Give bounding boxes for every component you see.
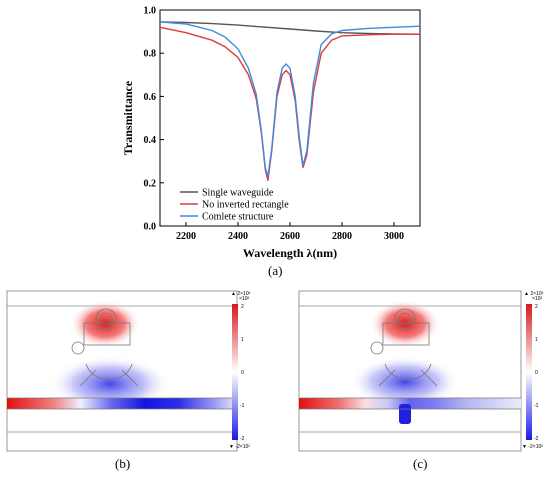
colorbar-c: [526, 304, 532, 440]
colorbar-tick-c-1: 1: [535, 337, 538, 343]
colorbar-tick-b-4: -2: [240, 436, 245, 442]
inverted-rectangle-field: [399, 404, 411, 424]
plot-frame: [159, 9, 421, 227]
colorbar-tick-b-2: 0: [241, 370, 244, 376]
colorbar-tick-b-3: -1: [240, 403, 245, 409]
y-tick-label: 0.8: [144, 49, 157, 60]
colorbar-top-label-c: ▲ 2×10²: [524, 291, 544, 297]
legend-label-3: Comlete structure: [202, 212, 274, 223]
panel-label-a: (a): [268, 263, 283, 278]
waveguide-field-c: [299, 398, 521, 409]
colorbar-bottom-label-c: ▼ -2×10²: [522, 444, 543, 450]
x-tick-label: 2600: [280, 231, 300, 242]
transmittance-chart: 2200 2400 2600 2800 3000 0.0 0.2 0.4 0.6 0.8 1.0 Wa…: [121, 6, 421, 260]
waveguide-field: [7, 398, 237, 409]
legend-label-2: No inverted rectangle: [202, 200, 289, 211]
structure-outline-c: [299, 308, 521, 410]
field-map-c: ▲ 2×10² ×10² 2 1 0 -1 -2 ▼ -2×10²: [298, 290, 544, 452]
series-line-1: [159, 21, 421, 35]
colorbar-tick-c-4: -2: [534, 436, 539, 442]
colorbar-tick-c-3: -1: [534, 403, 539, 409]
panel-label-c: (c): [413, 456, 428, 471]
field-map-b: ▲ 2×10² ×10² 2 1 0 -1 -2 ▼ -2×10²: [6, 290, 251, 452]
colorbar-tick-c-0: 2: [535, 304, 538, 310]
field-hotspot-red-c: [370, 300, 440, 348]
colorbar-unit-label-c: ×10²: [532, 296, 542, 302]
x-tick-label: 2400: [228, 231, 248, 242]
field-hotspot-red: [70, 300, 140, 348]
structure-outline: [7, 308, 237, 410]
y-tick-label: 0.2: [144, 178, 157, 189]
x-tick-label: 2800: [332, 231, 352, 242]
y-tick-label: 0.6: [144, 92, 157, 103]
colorbar-tick-c-2: 0: [535, 370, 538, 376]
x-axis-title: Wavelength λ(nm): [243, 246, 337, 260]
series-line-3: [159, 21, 421, 177]
x-tick-label: 2200: [176, 231, 196, 242]
colorbar-top-label-b: ▲ 2×10²: [231, 291, 251, 297]
legend-label-1: Single waveguide: [202, 188, 274, 199]
colorbar-tick-b-1: 1: [241, 337, 244, 343]
field-hotspot-blue-c: [350, 356, 460, 408]
colorbar-bottom-label-b: ▼ -2×10²: [229, 444, 250, 450]
series-line-2: [159, 26, 420, 181]
colorbar-b: [232, 304, 238, 440]
y-tick-label: 0.4: [144, 135, 157, 146]
panel-label-b: (b): [115, 456, 131, 471]
y-axis-title: Transmittance: [121, 80, 135, 155]
x-tick-label: 3000: [384, 231, 404, 242]
colorbar-unit-label-b: ×10²: [239, 296, 249, 302]
y-tick-label: 0.0: [144, 222, 157, 233]
colorbar-tick-b-0: 2: [241, 304, 244, 310]
y-tick-label: 1.0: [144, 6, 157, 17]
